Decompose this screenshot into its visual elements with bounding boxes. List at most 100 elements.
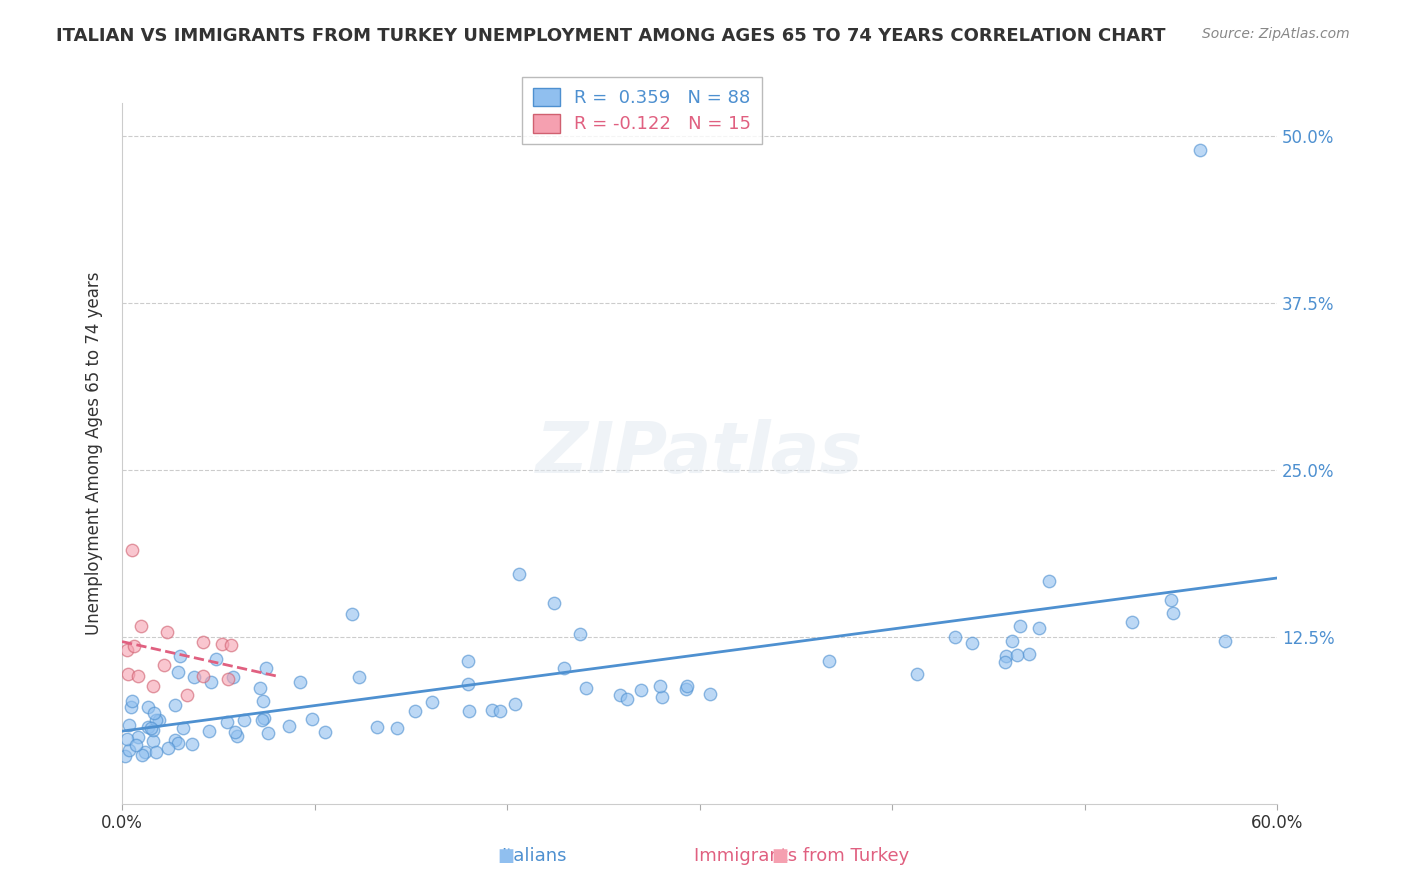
Point: [224, 725, 246, 739]
Point: [254, 661, 277, 675]
Point: [404, 705, 426, 719]
Point: [114, 749, 136, 764]
Point: [387, 721, 409, 735]
Point: [142, 679, 165, 693]
Point: [134, 745, 156, 759]
Point: [347, 670, 370, 684]
Point: [152, 657, 174, 672]
Text: ■: ■: [498, 847, 515, 865]
Point: [118, 742, 141, 756]
Point: [1121, 615, 1143, 630]
Point: [176, 688, 198, 702]
Point: [489, 704, 512, 718]
Point: [1161, 607, 1184, 621]
Point: [1007, 648, 1029, 663]
Point: [136, 720, 159, 734]
Point: [142, 723, 165, 738]
Point: [252, 711, 274, 725]
Point: [165, 733, 187, 747]
Point: [183, 670, 205, 684]
Point: [1213, 634, 1236, 648]
Point: [249, 681, 271, 696]
Point: [1160, 593, 1182, 607]
Point: [256, 726, 278, 740]
Point: [575, 681, 598, 695]
Point: [366, 720, 388, 734]
Point: [121, 543, 143, 558]
Point: [121, 694, 143, 708]
Point: [301, 712, 323, 726]
Point: [115, 643, 138, 657]
Point: [1001, 633, 1024, 648]
Point: [145, 746, 167, 760]
Point: [172, 721, 194, 735]
Point: [458, 705, 481, 719]
Point: [125, 738, 148, 752]
Point: [157, 741, 180, 756]
Point: [120, 700, 142, 714]
Point: [117, 731, 139, 746]
Text: ITALIAN VS IMMIGRANTS FROM TURKEY UNEMPLOYMENT AMONG AGES 65 TO 74 YEARS CORRELA: ITALIAN VS IMMIGRANTS FROM TURKEY UNEMPL…: [56, 27, 1166, 45]
Text: ■: ■: [772, 847, 789, 865]
Point: [676, 679, 699, 693]
Point: [217, 715, 239, 730]
Point: [118, 718, 141, 732]
Point: [165, 698, 187, 712]
Point: [122, 639, 145, 653]
Point: [145, 713, 167, 727]
Point: [225, 729, 247, 743]
Point: [569, 627, 592, 641]
Point: [169, 648, 191, 663]
Point: [553, 661, 575, 675]
Legend: R =  0.359   N = 88, R = -0.122   N = 15: R = 0.359 N = 88, R = -0.122 N = 15: [522, 77, 762, 145]
Point: [962, 636, 984, 650]
Point: [340, 607, 363, 622]
Point: [191, 669, 214, 683]
Point: [994, 649, 1017, 664]
Point: [648, 679, 671, 693]
Point: [252, 713, 274, 727]
Point: [675, 682, 697, 697]
Point: [148, 713, 170, 727]
Point: [219, 638, 242, 652]
Point: [1008, 619, 1031, 633]
Point: [156, 625, 179, 640]
Point: [503, 698, 526, 712]
Point: [139, 722, 162, 736]
Y-axis label: Unemployment Among Ages 65 to 74 years: Unemployment Among Ages 65 to 74 years: [86, 272, 103, 635]
Point: [651, 690, 673, 705]
Text: Source: ZipAtlas.com: Source: ZipAtlas.com: [1202, 27, 1350, 41]
Point: [699, 687, 721, 701]
Point: [129, 619, 152, 633]
Point: [630, 683, 652, 698]
Point: [457, 654, 479, 668]
Point: [1189, 143, 1212, 157]
Point: [200, 675, 222, 690]
Point: [117, 666, 139, 681]
Point: [288, 674, 311, 689]
Point: [127, 668, 149, 682]
Point: [817, 654, 839, 668]
Point: [314, 724, 336, 739]
Point: [616, 692, 638, 706]
Point: [205, 652, 228, 666]
Point: [508, 567, 530, 582]
Point: [181, 737, 204, 751]
Point: [1018, 647, 1040, 661]
Point: [142, 734, 165, 748]
Point: [217, 672, 239, 686]
Point: [211, 637, 233, 651]
Point: [252, 694, 274, 708]
Point: [278, 719, 301, 733]
Point: [1038, 574, 1060, 588]
Point: [457, 677, 479, 691]
Text: Immigrants from Turkey: Immigrants from Turkey: [693, 847, 910, 865]
Text: Italians: Italians: [502, 847, 567, 865]
Point: [994, 655, 1017, 669]
Point: [136, 699, 159, 714]
Point: [420, 695, 443, 709]
Point: [131, 747, 153, 762]
Point: [943, 630, 966, 644]
Point: [481, 703, 503, 717]
Point: [543, 596, 565, 610]
